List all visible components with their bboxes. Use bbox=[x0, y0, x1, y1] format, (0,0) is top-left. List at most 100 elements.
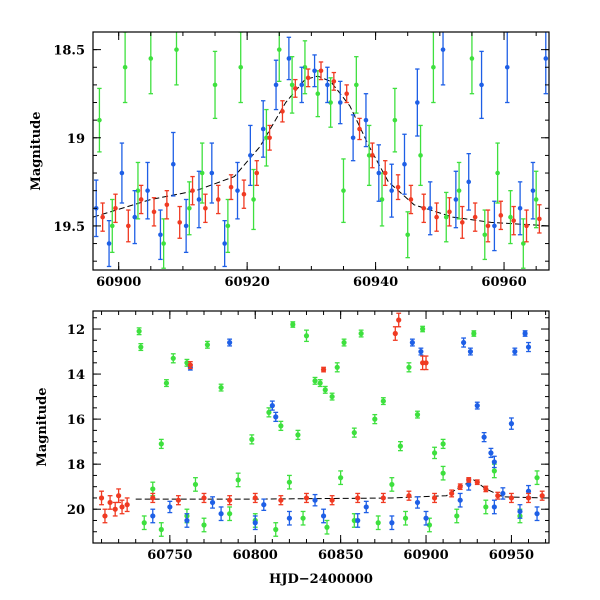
bottom-data-point bbox=[397, 440, 404, 452]
bottom-data-point bbox=[150, 492, 156, 504]
bottom-data-point bbox=[278, 495, 284, 506]
marker bbox=[251, 197, 256, 202]
marker bbox=[300, 515, 306, 521]
marker bbox=[474, 403, 480, 409]
marker bbox=[305, 75, 311, 81]
top-data-point bbox=[405, 211, 411, 259]
marker bbox=[150, 495, 156, 501]
bottom-data-point bbox=[431, 446, 438, 460]
marker bbox=[492, 223, 497, 229]
top-data-point bbox=[161, 218, 166, 269]
top-data-point bbox=[495, 142, 500, 204]
marker bbox=[423, 360, 429, 366]
top-data-point bbox=[408, 184, 414, 215]
marker bbox=[495, 170, 500, 176]
top-data-point bbox=[264, 108, 269, 167]
top-data-point bbox=[196, 170, 202, 229]
top-data-point bbox=[315, 70, 321, 118]
bottom-data-point bbox=[98, 490, 105, 506]
marker bbox=[299, 82, 305, 88]
marker bbox=[483, 486, 489, 492]
marker bbox=[163, 380, 170, 386]
marker bbox=[312, 68, 317, 74]
bottom-data-point bbox=[227, 338, 233, 347]
bottom-data-point bbox=[329, 392, 335, 401]
top-data-point bbox=[498, 200, 504, 231]
marker bbox=[409, 339, 415, 346]
marker bbox=[183, 223, 189, 229]
marker bbox=[358, 330, 364, 337]
marker bbox=[355, 517, 361, 524]
marker bbox=[286, 479, 293, 485]
marker bbox=[500, 490, 506, 497]
marker bbox=[227, 339, 233, 346]
marker bbox=[344, 91, 349, 97]
marker bbox=[161, 241, 166, 246]
top-data-point bbox=[183, 198, 189, 254]
marker bbox=[289, 82, 295, 88]
y-tick-label: 14 bbox=[67, 368, 85, 383]
marker bbox=[106, 241, 112, 246]
marker bbox=[175, 497, 181, 503]
top-data-point bbox=[543, 32, 549, 95]
top-data-point bbox=[415, 68, 420, 137]
marker bbox=[375, 520, 381, 526]
top-data-point bbox=[293, 78, 298, 98]
bottom-data-point bbox=[163, 379, 170, 388]
bottom-data-point bbox=[389, 477, 395, 492]
bottom-data-point bbox=[266, 407, 272, 418]
marker bbox=[434, 214, 439, 220]
marker bbox=[320, 366, 327, 373]
marker bbox=[512, 348, 518, 355]
marker bbox=[350, 135, 356, 141]
marker bbox=[481, 434, 487, 440]
top-data-point bbox=[443, 191, 449, 243]
marker bbox=[132, 214, 138, 220]
marker bbox=[457, 497, 463, 503]
top-data-point bbox=[492, 200, 497, 252]
marker bbox=[252, 520, 258, 526]
marker bbox=[164, 202, 170, 208]
marker bbox=[218, 384, 224, 391]
marker bbox=[396, 317, 402, 323]
bottom-data-point bbox=[358, 329, 364, 338]
marker bbox=[395, 184, 401, 190]
marker bbox=[341, 188, 346, 193]
x-tick-label: 60900 bbox=[96, 275, 141, 290]
top-data-point bbox=[260, 100, 266, 158]
marker bbox=[151, 209, 157, 215]
marker bbox=[457, 484, 463, 490]
top-data-point bbox=[517, 181, 523, 236]
top-data-point bbox=[459, 205, 465, 239]
marker bbox=[376, 170, 382, 176]
marker bbox=[525, 488, 532, 494]
marker bbox=[533, 197, 539, 202]
marker bbox=[357, 126, 362, 132]
bottom-data-point bbox=[471, 330, 477, 337]
bottom-data-point bbox=[303, 329, 310, 343]
top-data-point bbox=[215, 184, 221, 215]
bottom-data-point bbox=[119, 499, 125, 515]
top-data-point bbox=[389, 163, 394, 218]
top-data-point bbox=[440, 32, 446, 86]
bottom-data-point bbox=[414, 410, 421, 419]
bottom-data-point bbox=[500, 487, 506, 500]
marker bbox=[491, 468, 497, 474]
marker bbox=[415, 100, 420, 105]
marker bbox=[517, 508, 523, 515]
top-data-point bbox=[318, 61, 324, 81]
marker bbox=[190, 188, 195, 193]
marker bbox=[227, 511, 233, 517]
marker bbox=[338, 475, 344, 481]
bottom-data-point bbox=[312, 493, 318, 507]
marker bbox=[474, 479, 480, 485]
top-data-point bbox=[511, 205, 516, 236]
top-data-point bbox=[174, 32, 179, 86]
bottom-data-point bbox=[107, 495, 113, 510]
marker bbox=[122, 64, 128, 70]
marker bbox=[498, 213, 504, 218]
marker bbox=[431, 64, 436, 70]
top-data-point bbox=[187, 181, 192, 236]
marker bbox=[479, 82, 484, 88]
